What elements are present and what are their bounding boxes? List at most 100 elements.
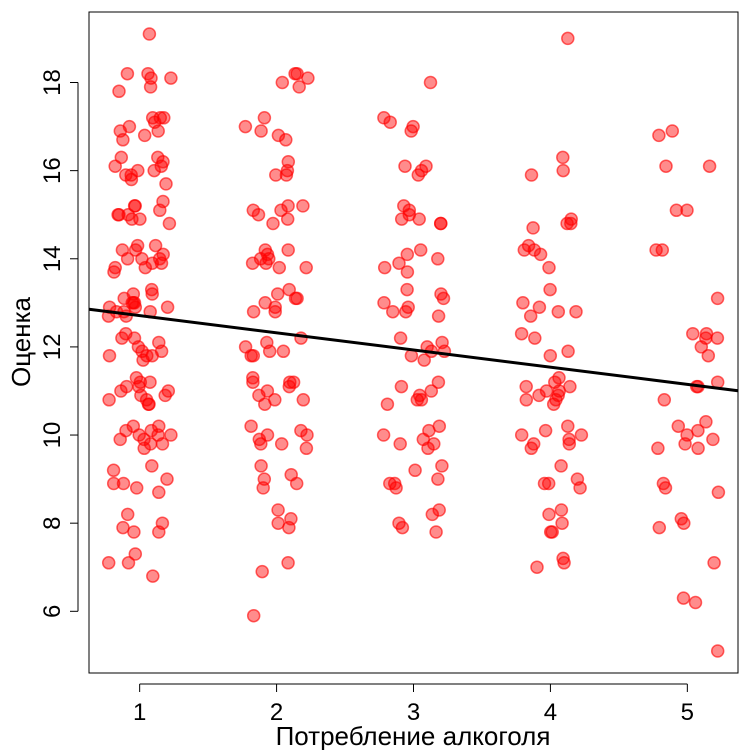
y-tick-label: 12 — [39, 334, 66, 361]
data-point — [701, 348, 716, 363]
data-point — [147, 163, 161, 178]
data-point — [137, 128, 152, 143]
data-point — [711, 485, 726, 500]
data-point — [710, 291, 725, 306]
data-point — [389, 481, 403, 495]
data-point — [289, 476, 304, 491]
data-point — [133, 212, 147, 226]
data-point — [410, 393, 425, 407]
data-point — [421, 441, 435, 456]
data-point — [413, 243, 428, 257]
data-point — [128, 199, 142, 213]
regression-line — [88, 307, 739, 393]
data-point — [116, 133, 130, 147]
data-point — [414, 393, 429, 407]
data-point — [537, 476, 552, 491]
data-point — [124, 172, 139, 187]
data-point — [283, 375, 297, 389]
data-point — [517, 243, 532, 257]
data-point — [244, 419, 258, 433]
data-point — [268, 304, 282, 319]
data-point — [532, 300, 547, 314]
data-point — [280, 212, 295, 226]
data-point — [686, 326, 700, 341]
data-point — [113, 432, 127, 447]
data-point — [651, 441, 665, 456]
data-point — [394, 212, 409, 226]
y-axis-title: Оценка — [6, 296, 36, 387]
data-point — [519, 379, 533, 394]
data-point — [127, 525, 141, 539]
data-point — [665, 124, 680, 138]
data-point — [164, 428, 178, 442]
data-point — [128, 547, 143, 561]
data-point — [160, 300, 175, 314]
data-point — [516, 296, 530, 310]
data-point — [417, 353, 431, 367]
data-point — [710, 644, 725, 658]
data-point — [412, 212, 426, 226]
data-point — [145, 256, 160, 270]
data-point — [562, 437, 577, 451]
data-point — [256, 481, 270, 495]
data-point — [148, 238, 163, 253]
data-point — [151, 124, 165, 138]
data-point — [659, 159, 673, 173]
data-point — [269, 168, 283, 182]
data-point — [245, 256, 260, 270]
data-point — [158, 388, 172, 403]
data-point — [131, 163, 145, 178]
data-point — [159, 177, 173, 191]
data-point — [707, 556, 721, 570]
data-point — [556, 163, 570, 178]
data-point — [246, 348, 261, 363]
data-point — [101, 556, 116, 570]
data-point — [542, 507, 556, 522]
data-point — [121, 556, 136, 570]
data-point — [254, 459, 268, 473]
data-point — [257, 111, 272, 125]
data-point — [106, 476, 121, 491]
data-point — [569, 304, 583, 319]
data-point — [154, 256, 169, 270]
data-point — [115, 331, 129, 345]
data-point — [162, 216, 177, 231]
data-point — [142, 27, 157, 41]
data-point — [523, 309, 538, 323]
data-point — [299, 260, 313, 275]
data-point — [400, 282, 414, 297]
data-point — [282, 520, 296, 535]
data-point — [377, 296, 391, 310]
data-point — [411, 168, 426, 182]
x-axis: 1 2 3 4 5 — [133, 683, 694, 726]
data-point — [143, 80, 158, 94]
data-point — [538, 423, 553, 438]
data-point — [254, 124, 268, 138]
data-point — [144, 282, 159, 297]
data-point — [102, 393, 116, 407]
data-point — [276, 344, 291, 359]
data-point — [262, 344, 277, 359]
data-point — [299, 441, 314, 456]
data-point — [657, 393, 672, 407]
y-tick-label: 6 — [39, 605, 66, 618]
data-point — [108, 159, 122, 173]
data-point — [102, 348, 117, 363]
data-point — [107, 265, 121, 279]
x-axis-title: Потребление алкоголя — [276, 721, 551, 750]
data-point — [528, 331, 542, 345]
data-point — [255, 564, 269, 579]
data-point — [554, 459, 568, 473]
data-point — [246, 608, 261, 623]
data-point — [524, 168, 539, 182]
data-point — [120, 66, 135, 81]
data-point — [138, 260, 153, 275]
data-point — [431, 375, 446, 389]
data-point — [408, 463, 422, 478]
data-point — [652, 128, 666, 143]
data-point — [424, 384, 439, 398]
data-point — [246, 375, 260, 389]
data-point — [386, 304, 400, 319]
x-tick-label: 3 — [407, 699, 420, 726]
data-point — [402, 203, 417, 218]
